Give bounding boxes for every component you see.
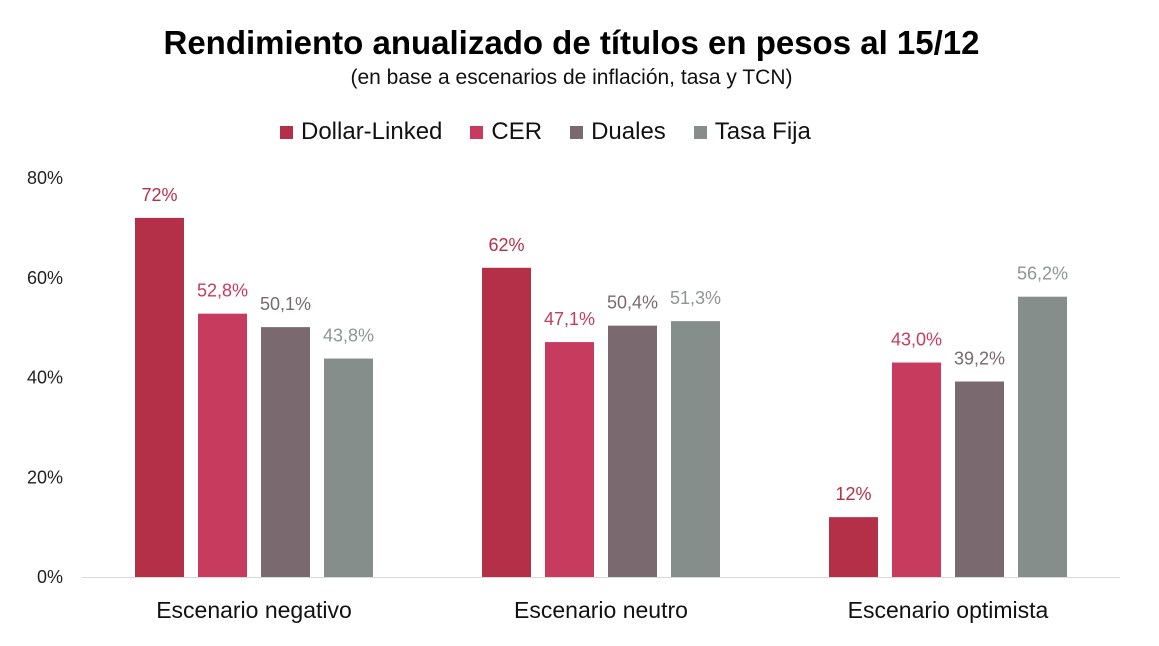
data-label: 43,0% xyxy=(891,330,942,350)
data-label: 39,2% xyxy=(954,348,1005,368)
data-label: 12% xyxy=(835,484,871,504)
bar-dollar-linked xyxy=(829,517,878,577)
chart-title: Rendimiento anualizado de títulos en pes… xyxy=(163,24,980,61)
data-label: 56,2% xyxy=(1017,264,1068,284)
y-tick-label: 40% xyxy=(27,368,63,388)
chart-subtitle: (en base a escenarios de inflación, tasa… xyxy=(350,66,793,89)
legend-swatch-dollar-linked xyxy=(280,125,293,139)
bar-tasa-fija xyxy=(324,358,373,577)
x-category-label: Escenario neutro xyxy=(514,597,688,623)
legend-item-duales: Duales xyxy=(570,118,666,146)
data-label: 43,8% xyxy=(323,326,374,346)
legend-swatch-cer xyxy=(470,125,484,139)
bar-tasa-fija xyxy=(671,321,720,577)
bar-dollar-linked xyxy=(482,267,531,577)
bar-cer xyxy=(198,313,247,577)
legend: Dollar-Linked CER Duales Tasa Fija xyxy=(280,118,839,146)
bar-duales xyxy=(261,327,310,577)
y-tick-label: 80% xyxy=(27,168,63,188)
legend-swatch-duales xyxy=(570,125,584,139)
legend-label-dollar-linked: Dollar-Linked xyxy=(301,118,443,145)
data-label: 47,1% xyxy=(544,309,595,329)
data-label: 50,4% xyxy=(607,293,658,313)
bar-cer xyxy=(545,342,594,577)
y-tick-label: 0% xyxy=(37,567,63,587)
legend-item-tasa-fija: Tasa Fija xyxy=(693,118,811,146)
legend-label-tasa-fija: Tasa Fija xyxy=(714,118,811,145)
bar-duales xyxy=(608,325,657,577)
data-label: 62% xyxy=(488,235,524,255)
data-label: 72% xyxy=(141,185,177,205)
legend-item-dollar-linked: Dollar-Linked xyxy=(280,118,442,146)
data-label: 50,1% xyxy=(260,294,311,314)
legend-swatch-tasa-fija xyxy=(693,125,707,139)
x-category-label: Escenario negativo xyxy=(156,597,352,623)
legend-item-cer: CER xyxy=(470,118,542,146)
bar-dollar-linked xyxy=(135,217,184,577)
legend-label-duales: Duales xyxy=(591,118,666,145)
bar-duales xyxy=(955,381,1004,577)
legend-label-cer: CER xyxy=(491,118,543,145)
x-category-label: Escenario optimista xyxy=(848,597,1049,623)
y-tick-label: 20% xyxy=(27,467,63,487)
data-label: 52,8% xyxy=(197,281,248,301)
y-tick-label: 60% xyxy=(27,268,63,288)
bar-tasa-fija xyxy=(1018,296,1067,577)
bar-cer xyxy=(892,362,941,577)
data-label: 51,3% xyxy=(670,288,721,308)
